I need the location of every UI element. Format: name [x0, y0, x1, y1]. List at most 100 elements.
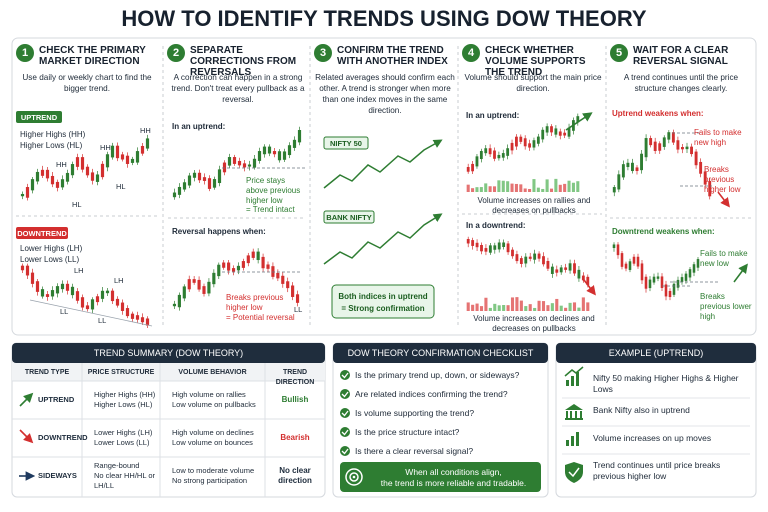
table-cell: Lower Highs (LH): [94, 428, 153, 437]
candle-body: [125, 155, 130, 164]
candle-body: [708, 180, 712, 197]
candle-body: [227, 262, 231, 271]
candle-body: [480, 245, 483, 252]
table-icons: [19, 392, 36, 481]
candle-body: [295, 294, 300, 303]
volume-bar: [488, 186, 492, 192]
candle-body: [197, 172, 202, 181]
badge-label: NIFTY 50: [330, 139, 362, 148]
candle-body: [577, 269, 581, 279]
label: In a downtrend:: [466, 221, 526, 230]
step-description: A trend continues until the price struct…: [623, 73, 739, 93]
candle-body: [246, 255, 250, 264]
step-title: CHECK WHETHER VOLUME SUPPORTS THE TREND: [485, 45, 586, 78]
candle-body: [559, 267, 563, 273]
candle-body: [297, 130, 302, 143]
candle-body: [90, 299, 95, 310]
candle-body: [546, 260, 550, 269]
candle-body: [75, 157, 80, 167]
step-number: 1: [21, 47, 29, 59]
candle-body: [282, 151, 287, 160]
caption: Volume increases on rallies and decrease…: [477, 196, 591, 215]
volume-bar: [479, 187, 483, 192]
candle-body: [110, 290, 115, 302]
candle-body: [568, 263, 572, 271]
checklist-header: [333, 343, 548, 363]
candle-body: [172, 192, 177, 198]
example-title: EXAMPLE (UPTREND): [608, 348, 704, 358]
candle-body: [50, 290, 55, 297]
candle-body: [692, 264, 696, 273]
candle-body: [80, 157, 85, 170]
candle-body: [192, 172, 197, 178]
candle-body: [135, 151, 140, 163]
volume-bar: [536, 187, 540, 192]
candle-body: [172, 303, 177, 307]
chart-annotation: HH: [100, 143, 111, 152]
candle-body: [35, 171, 40, 182]
candle-body: [222, 162, 227, 173]
check-mark: [341, 391, 349, 398]
label: In an uptrend:: [466, 111, 520, 120]
candle-body: [115, 145, 120, 159]
checklist-footer-box: [340, 462, 541, 492]
step-number: 3: [319, 47, 327, 59]
chart-annotation: LL: [98, 316, 107, 325]
candles: [172, 126, 302, 200]
candle-body: [664, 284, 668, 297]
candle-body: [100, 290, 105, 299]
badge-label: UPTREND: [20, 113, 58, 122]
candle-body: [581, 275, 585, 281]
candle-body: [466, 167, 470, 172]
candle-body: [177, 294, 181, 308]
volume-bar: [492, 186, 497, 192]
candle-body: [45, 169, 50, 179]
volume-bar: [546, 305, 550, 311]
candle-body: [65, 172, 70, 182]
volume-bar: [514, 183, 518, 192]
candle-body: [30, 179, 35, 191]
candle-body: [506, 148, 510, 156]
candle-body: [493, 245, 497, 250]
candle-body: [120, 154, 125, 160]
volume-bar: [528, 304, 532, 311]
candle-body: [524, 256, 528, 264]
candle-body: [105, 154, 110, 168]
candle-body: [528, 256, 532, 259]
step-number: 4: [467, 47, 475, 59]
candle-body: [626, 162, 630, 168]
candle-body: [217, 169, 222, 184]
volume-bar: [577, 307, 581, 311]
volume-bar: [466, 184, 470, 192]
step-badge: [167, 44, 185, 62]
candle-body: [497, 242, 501, 250]
table-cell: Lower Lows (LL): [94, 438, 150, 447]
volume-bar: [497, 305, 501, 311]
candle-body: [545, 126, 549, 133]
candle-body: [267, 146, 272, 154]
chart-annotation: HL: [116, 182, 126, 191]
candle-body: [667, 132, 671, 140]
candle-body: [554, 128, 558, 135]
step-title: CHECK THE PRIMARY MARKET DIRECTION: [39, 45, 146, 67]
checklist-item: Is there a clear reversal signal?: [355, 446, 474, 456]
volume-bar: [479, 306, 484, 311]
candle-body: [125, 308, 130, 317]
candle-body: [466, 239, 470, 244]
candle-body: [187, 279, 191, 290]
volume-bar: [571, 182, 575, 192]
candle-body: [684, 273, 688, 281]
step-badge: [16, 44, 34, 62]
candle-body: [511, 249, 514, 257]
volume-bar: [568, 302, 572, 311]
candle-body: [640, 153, 643, 171]
caption: Volume increases on declines and decreas…: [473, 314, 595, 333]
table-cell: UPTREND: [38, 395, 75, 404]
volume-bar: [554, 178, 558, 192]
checklist-item: Is the price structure intact?: [355, 427, 460, 437]
candles: [612, 242, 700, 301]
chart-annotation: HH: [56, 160, 67, 169]
chart-annotation: LH: [114, 276, 124, 285]
candle-body: [30, 272, 35, 284]
